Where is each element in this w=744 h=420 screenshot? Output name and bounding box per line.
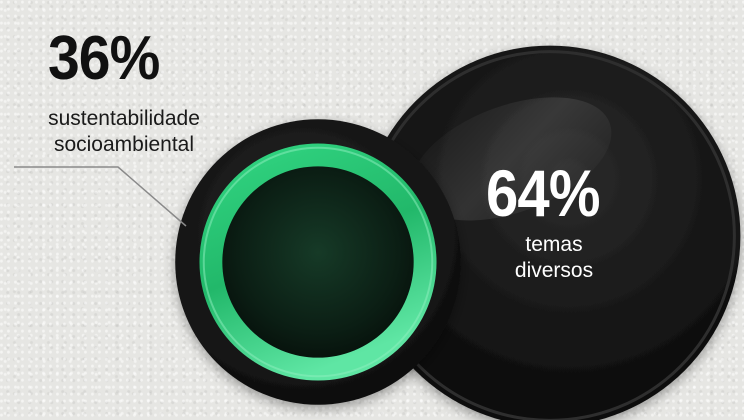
category-label-sustentabilidade: sustentabilidade socioambiental [16, 106, 232, 157]
bubble-temas-diversos-glare [411, 97, 612, 221]
category-label-line: temas [525, 233, 583, 256]
value-label-temas-diversos: 64% [486, 156, 600, 230]
category-label-line: socioambiental [53, 132, 195, 156]
category-label-temas-diversos: temas diversos [480, 232, 628, 283]
value-label-sustentabilidade: 36% [48, 24, 160, 93]
bubble-sustentabilidade-ring-highlight [202, 146, 434, 378]
category-label-line: sustentabilidade [48, 107, 200, 130]
leader-line-sustentabilidade [14, 166, 187, 227]
category-label-line: diversos [514, 258, 594, 282]
bubble-sustentabilidade-core [222, 166, 414, 358]
